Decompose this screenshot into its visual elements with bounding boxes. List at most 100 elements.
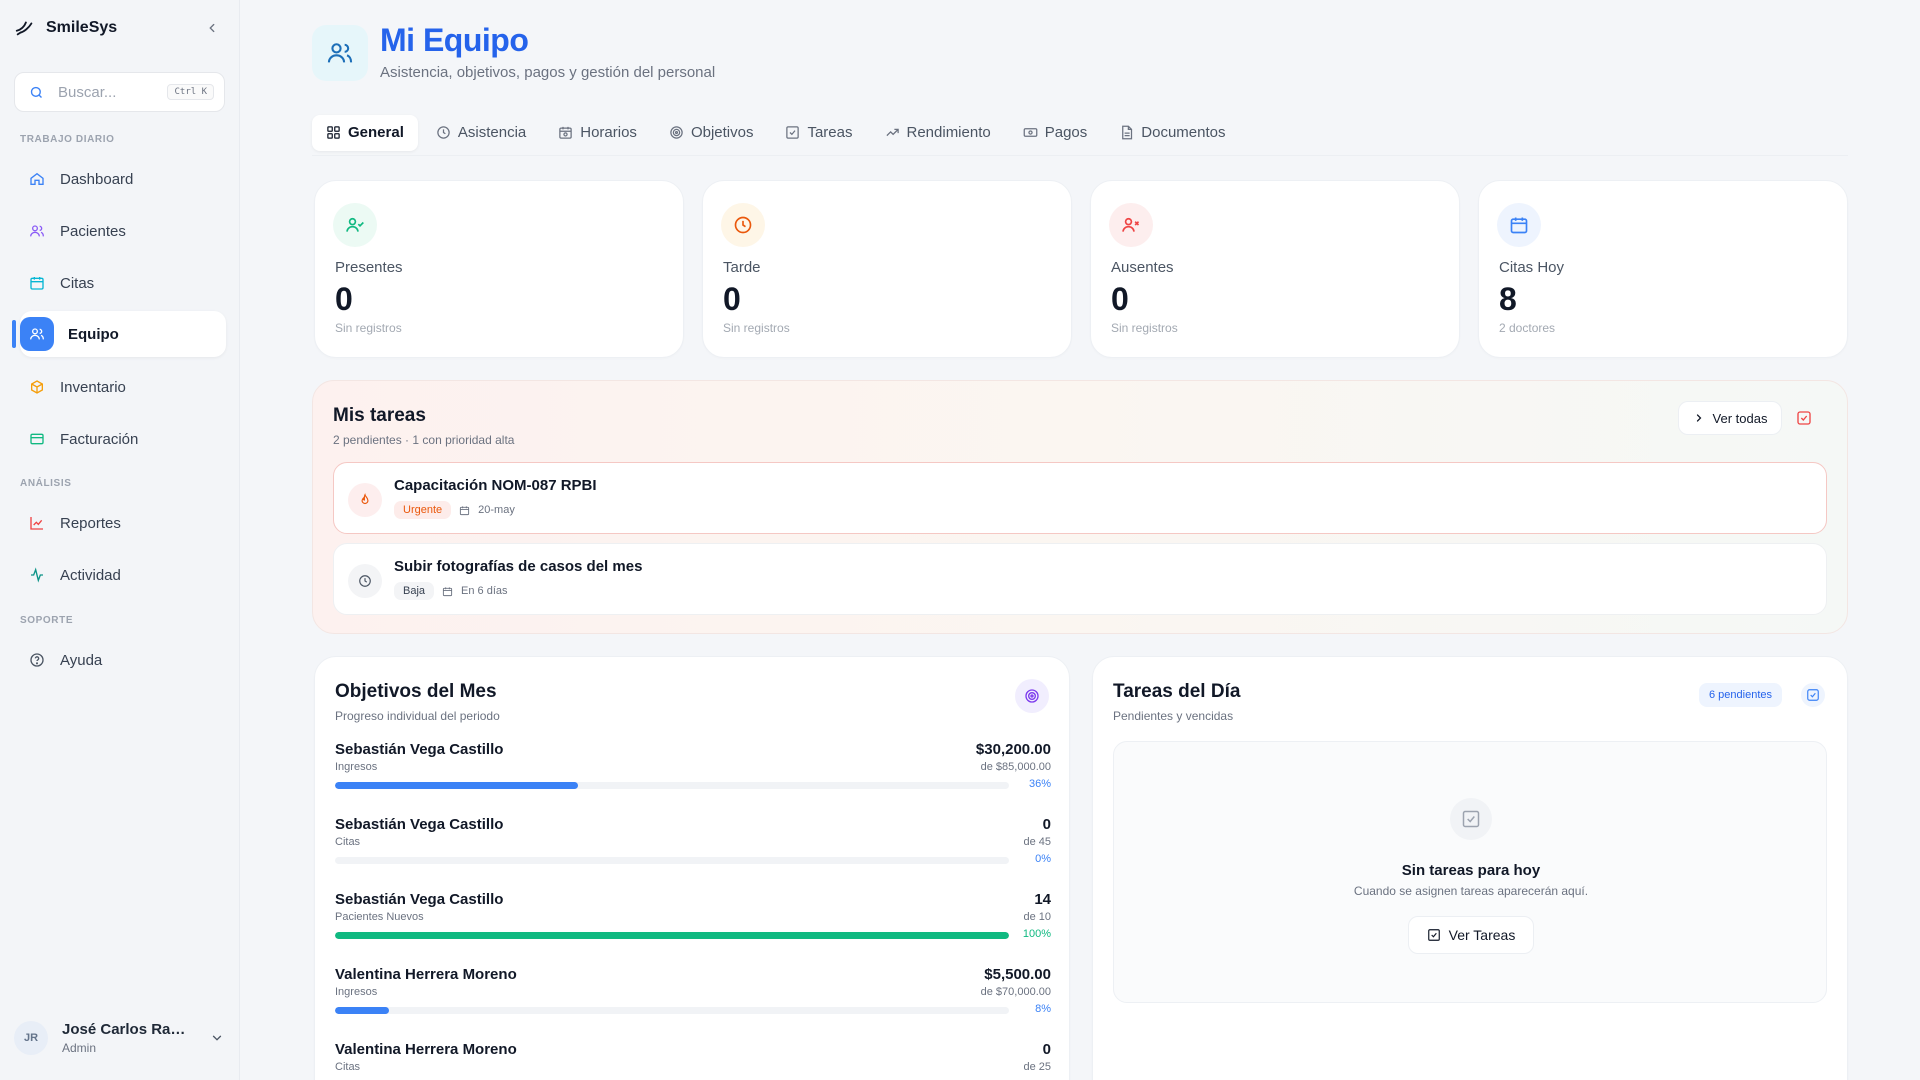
tab-pagos[interactable]: Pagos bbox=[1009, 115, 1102, 151]
search-icon bbox=[30, 86, 42, 98]
empty-subtitle: Cuando se asignen tareas aparecerán aquí… bbox=[1353, 884, 1589, 898]
task-item[interactable]: Subir fotografías de casos del mes Baja … bbox=[333, 543, 1827, 615]
collapse-sidebar-button[interactable] bbox=[202, 18, 222, 38]
task-title: Subir fotografías de casos del mes bbox=[394, 558, 643, 575]
tab-documentos[interactable]: Documentos bbox=[1105, 115, 1239, 151]
sidebar: SmileSys Buscar... Ctrl K TRABAJO DIARIO… bbox=[0, 0, 240, 1080]
user-role: Admin bbox=[62, 1041, 97, 1055]
checkbox-icon bbox=[1427, 929, 1440, 941]
goal-progress-track bbox=[335, 782, 1009, 789]
goal-progress-fill bbox=[335, 932, 1009, 939]
tab-general[interactable]: General bbox=[312, 114, 418, 151]
clock-icon bbox=[348, 564, 382, 598]
goal-person: Valentina Herrera Moreno bbox=[335, 966, 517, 983]
goal-row: Sebastián Vega Castillo Citas 0 de 45 0% bbox=[335, 816, 1051, 886]
tab-tareas[interactable]: Tareas bbox=[771, 115, 866, 151]
task-item[interactable]: Capacitación NOM-087 RPBI Urgente 20-may bbox=[333, 462, 1827, 534]
button-label: Ver todas bbox=[1712, 410, 1768, 426]
user-menu[interactable]: JR José Carlos Ramír... Admin bbox=[14, 1016, 224, 1060]
active-indicator bbox=[12, 320, 16, 348]
users-icon bbox=[28, 222, 46, 240]
goals-subtitle: Progreso individual del periodo bbox=[335, 709, 500, 723]
sidebar-item-citas[interactable]: Citas bbox=[20, 260, 226, 306]
tab-label: Pagos bbox=[1044, 124, 1088, 141]
tab-objetivos[interactable]: Objetivos bbox=[655, 115, 768, 151]
sidebar-item-equipo[interactable]: Equipo bbox=[20, 311, 226, 357]
box-icon bbox=[28, 378, 46, 396]
goals-card: Objetivos del Mes Progreso individual de… bbox=[314, 656, 1070, 1080]
task-date: En 6 días bbox=[461, 585, 508, 597]
goal-progress-track bbox=[335, 1007, 1009, 1014]
sidebar-item-label: Dashboard bbox=[60, 170, 134, 188]
team-header-icon bbox=[312, 25, 368, 81]
goal-progress-track bbox=[335, 857, 1009, 864]
stat-label: Citas Hoy bbox=[1499, 259, 1565, 276]
day-tasks-card: Tareas del Día Pendientes y vencidas 6 p… bbox=[1092, 656, 1848, 1080]
brand-name: SmileSys bbox=[46, 19, 118, 36]
sidebar-item-reportes[interactable]: Reportes bbox=[20, 500, 226, 546]
sidebar-item-dashboard[interactable]: Dashboard bbox=[20, 156, 226, 202]
priority-badge: Baja bbox=[394, 582, 435, 600]
sidebar-item-ayuda[interactable]: Ayuda bbox=[20, 637, 226, 683]
sidebar-item-label: Citas bbox=[60, 274, 95, 292]
stat-value: 0 bbox=[335, 281, 353, 317]
chevron-left-icon bbox=[209, 23, 215, 33]
tab-label: Documentos bbox=[1141, 124, 1226, 141]
sidebar-item-label: Facturación bbox=[60, 430, 139, 448]
stat-subtext: 2 doctores bbox=[1499, 321, 1556, 335]
goal-value: 0 bbox=[1042, 1041, 1051, 1058]
stat-label: Ausentes bbox=[1111, 259, 1174, 276]
search-placeholder: Buscar... bbox=[58, 83, 117, 101]
view-tasks-button[interactable]: Ver Tareas bbox=[1408, 916, 1534, 954]
goals-title: Objetivos del Mes bbox=[335, 681, 497, 702]
my-tasks-subtitle: 2 pendientes · 1 con prioridad alta bbox=[333, 433, 515, 447]
stat-subtext: Sin registros bbox=[335, 321, 402, 335]
goal-value: $30,200.00 bbox=[975, 741, 1051, 758]
chevron-right-icon bbox=[1696, 414, 1701, 422]
page-title: Mi Equipo bbox=[380, 22, 529, 58]
chevron-down-icon bbox=[212, 1035, 222, 1041]
see-all-tasks-button[interactable]: Ver todas bbox=[1678, 401, 1782, 435]
button-label: Ver Tareas bbox=[1448, 927, 1516, 943]
goal-target: de 10 bbox=[1023, 911, 1051, 923]
sidebar-item-label: Reportes bbox=[60, 514, 121, 532]
page-subtitle: Asistencia, objetivos, pagos y gestión d… bbox=[380, 64, 716, 81]
goal-row: Sebastián Vega Castillo Pacientes Nuevos 1… bbox=[335, 891, 1051, 961]
goal-percent: 8% bbox=[1035, 1003, 1051, 1015]
goal-person: Sebastián Vega Castillo bbox=[335, 741, 504, 758]
tab-bar: General Asistencia Horarios Objetivos Ta… bbox=[312, 110, 1848, 156]
stat-value: 0 bbox=[1111, 281, 1129, 317]
search-input[interactable]: Buscar... Ctrl K bbox=[14, 72, 225, 112]
brand[interactable]: SmileSys bbox=[14, 16, 117, 40]
goal-row: Valentina Herrera Moreno Ingresos $5,500.0… bbox=[335, 966, 1051, 1036]
checkbox-icon bbox=[786, 126, 800, 139]
section-label-analysis: ANÁLISIS bbox=[20, 478, 72, 489]
goal-person: Sebastián Vega Castillo bbox=[335, 816, 504, 833]
tab-label: Horarios bbox=[580, 124, 637, 141]
sidebar-item-label: Ayuda bbox=[60, 651, 103, 669]
sidebar-item-actividad[interactable]: Actividad bbox=[20, 552, 226, 598]
goal-target: de $85,000.00 bbox=[980, 761, 1051, 773]
goal-row: Valentina Herrera Moreno Citas 0 de 25 bbox=[335, 1041, 1051, 1080]
sidebar-item-pacientes[interactable]: Pacientes bbox=[20, 208, 226, 254]
tab-horarios[interactable]: Horarios bbox=[544, 115, 651, 151]
sidebar-item-facturacion[interactable]: Facturación bbox=[20, 416, 226, 462]
tab-asistencia[interactable]: Asistencia bbox=[422, 115, 540, 151]
task-title: Capacitación NOM-087 RPBI bbox=[394, 477, 597, 494]
main-content: Mi Equipo Asistencia, objetivos, pagos y… bbox=[240, 0, 1920, 1080]
sidebar-item-label: Inventario bbox=[60, 378, 126, 396]
goal-target: de 25 bbox=[1023, 1061, 1051, 1073]
flame-icon bbox=[348, 483, 382, 517]
checkbox-icon bbox=[1801, 683, 1825, 707]
section-label-daily: TRABAJO DIARIO bbox=[20, 134, 115, 145]
tooth-logo-icon bbox=[14, 17, 36, 39]
goal-percent: 0% bbox=[1035, 853, 1051, 865]
goal-category: Citas bbox=[335, 836, 361, 848]
sidebar-item-inventario[interactable]: Inventario bbox=[20, 364, 226, 410]
banknote-icon bbox=[1023, 128, 1038, 137]
stat-value: 8 bbox=[1499, 281, 1517, 317]
grid-icon bbox=[327, 126, 340, 139]
tab-rendimiento[interactable]: Rendimiento bbox=[871, 115, 1005, 151]
task-check-icon[interactable] bbox=[1793, 407, 1815, 429]
stat-label: Tarde bbox=[723, 259, 761, 276]
